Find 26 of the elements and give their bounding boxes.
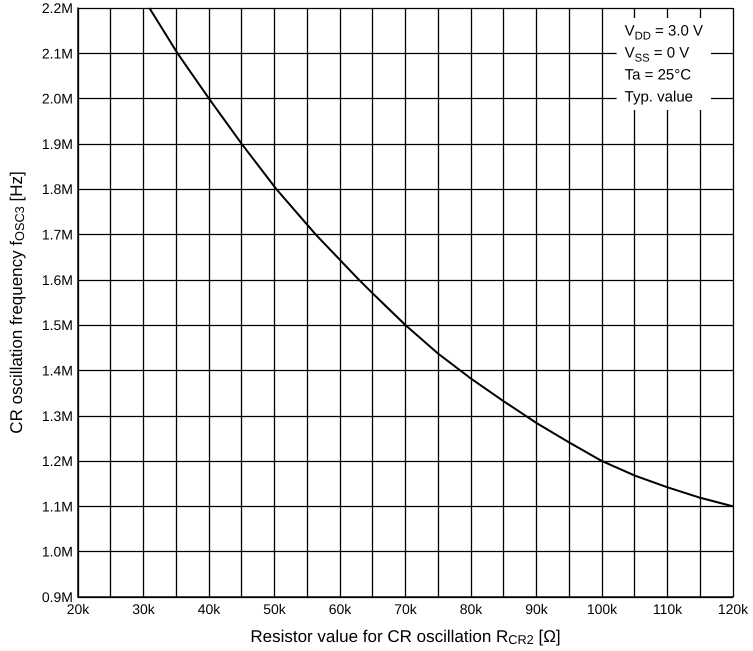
- x-tick-label: 50k: [263, 601, 287, 617]
- y-tick-label: 1.2M: [42, 453, 73, 470]
- y-tick-label: 1.1M: [42, 498, 73, 514]
- x-tick-label: 90k: [525, 601, 549, 617]
- annotation: Ta = 25°C: [624, 66, 692, 84]
- y-tick-label: 1.4M: [42, 362, 73, 378]
- y-tick-label: 1.7M: [42, 226, 73, 243]
- y-tick-label: 1.8M: [42, 181, 73, 198]
- y-tick-label: 2.0M: [42, 90, 73, 107]
- y-tick-label: 2.2M: [42, 0, 73, 16]
- y-tick-label: 1.9M: [42, 136, 73, 152]
- y-tick-label: 1.5M: [42, 317, 73, 334]
- x-tick-label: 30k: [132, 601, 156, 617]
- y-tick-label: 2.1M: [42, 45, 73, 62]
- y-tick-label: 1.6M: [42, 272, 73, 288]
- annotation: Typ. value: [624, 88, 693, 106]
- y-axis-title: CR oscillation frequency fOSC3 [Hz]: [7, 171, 27, 434]
- x-tick-label: 120k: [718, 601, 750, 617]
- x-tick-label: 100k: [586, 601, 618, 617]
- y-tick-label: 1.0M: [42, 544, 73, 560]
- x-tick-label: 60k: [328, 601, 352, 617]
- x-tick-label: 40k: [198, 601, 222, 617]
- y-tick-label: 1.3M: [42, 408, 73, 424]
- x-tick-label: 110k: [652, 601, 684, 617]
- x-tick-label: 70k: [394, 601, 418, 617]
- x-tick-label: 80k: [460, 601, 484, 617]
